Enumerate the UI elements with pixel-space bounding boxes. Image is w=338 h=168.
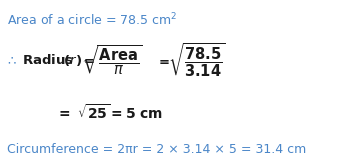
Text: $\mathbf{Radius}$: $\mathbf{Radius}$ [22, 53, 74, 68]
Text: Area of a circle = 78.5 cm$^2$: Area of a circle = 78.5 cm$^2$ [7, 12, 177, 28]
Text: $\sqrt{\dfrac{\mathbf{78.5}}{\mathbf{3.14}}}$: $\sqrt{\dfrac{\mathbf{78.5}}{\mathbf{3.1… [168, 42, 226, 79]
Text: Circumference = 2πr = 2 × 3.14 × 5 = 31.4 cm: Circumference = 2πr = 2 × 3.14 × 5 = 31.… [7, 143, 307, 156]
Text: $\mathbf{(}$: $\mathbf{(}$ [63, 53, 70, 68]
Text: $\mathbf{= \ \sqrt{25} = 5 \ cm}$: $\mathbf{= \ \sqrt{25} = 5 \ cm}$ [56, 103, 163, 122]
Text: $\mathit{r}$: $\mathit{r}$ [69, 54, 77, 67]
Text: $\sqrt{\dfrac{\mathrm{\mathbf{Area}}}{\pi}}$: $\sqrt{\dfrac{\mathrm{\mathbf{Area}}}{\p… [81, 44, 143, 77]
Text: $\mathbf{) =}$: $\mathbf{) =}$ [75, 53, 95, 68]
Text: ∴: ∴ [7, 54, 16, 67]
Text: $\mathbf{=}$: $\mathbf{=}$ [156, 54, 170, 67]
